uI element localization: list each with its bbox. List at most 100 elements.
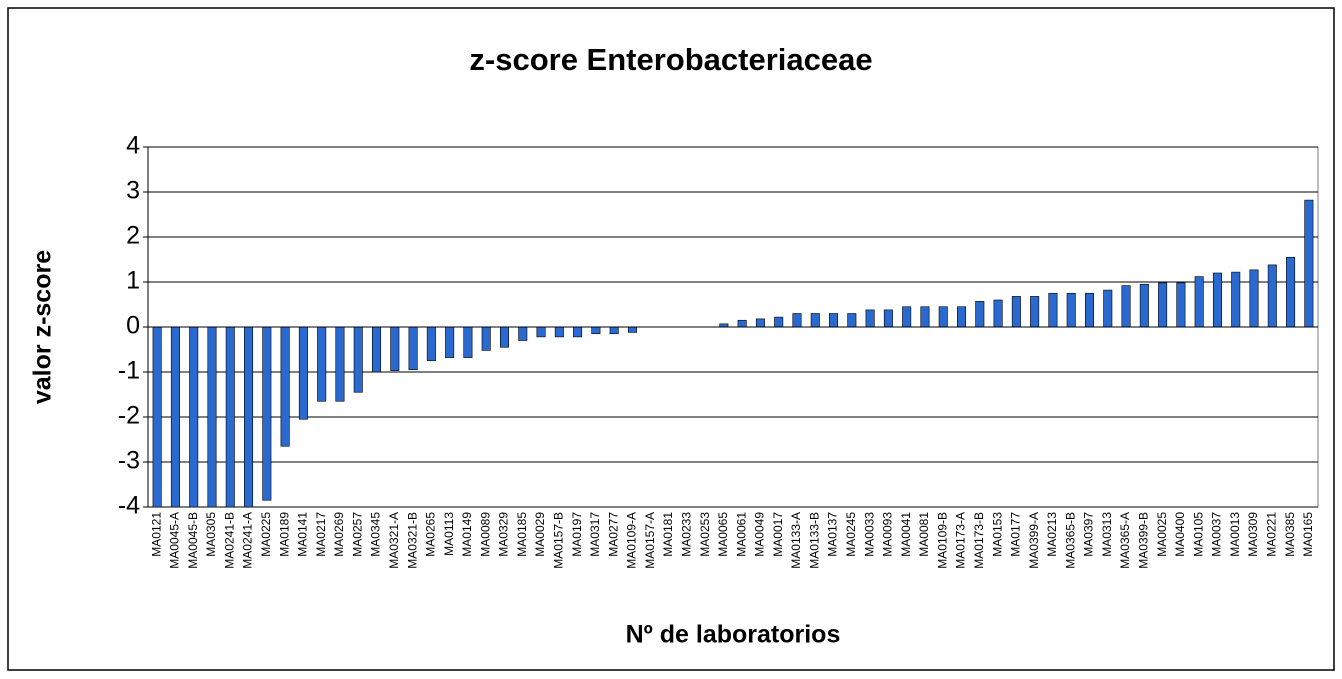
bar	[1030, 296, 1040, 328]
x-tick-label: MA0329	[497, 512, 511, 557]
x-tick-label: MA0365-B	[1063, 512, 1077, 569]
x-tick-label: MA0157-A	[643, 512, 657, 569]
x-tick-label: MA0177	[1009, 512, 1023, 557]
bar	[1194, 276, 1204, 328]
bar	[1267, 264, 1277, 328]
bar	[993, 299, 1003, 328]
bar	[426, 326, 436, 362]
bar	[1066, 292, 1076, 328]
x-tick-label: MA0025	[1155, 512, 1169, 557]
bar	[353, 326, 363, 393]
bar	[1158, 282, 1168, 328]
bar	[737, 319, 747, 328]
bar	[1304, 199, 1314, 328]
bar	[207, 326, 217, 508]
x-tick-label: MA0061	[734, 512, 748, 557]
x-tick-label: MA0400	[1173, 512, 1187, 557]
x-tick-label: MA0133-B	[807, 512, 821, 569]
x-tick-label: MA0269	[332, 512, 346, 557]
bar	[1103, 289, 1113, 328]
x-tick-label: MA0065	[716, 512, 730, 557]
x-tick-label: MA0321-B	[405, 512, 419, 569]
bar	[408, 326, 418, 371]
bar	[573, 326, 583, 338]
x-tick-label: MA0045-A	[168, 512, 182, 569]
x-tick-label: MA0221	[1264, 512, 1278, 557]
bar	[1176, 282, 1186, 328]
bar	[957, 306, 967, 328]
bar	[609, 326, 619, 335]
x-tick-label: MA0033	[862, 512, 876, 557]
bar	[445, 326, 455, 358]
bar	[829, 313, 839, 328]
bar	[865, 309, 875, 328]
x-tick-label: MA0265	[424, 512, 438, 557]
x-tick-label: MA0089	[478, 512, 492, 557]
bar	[1048, 292, 1058, 328]
x-tick-label: MA0121	[149, 512, 163, 557]
y-tick-label: -4	[118, 492, 140, 520]
x-tick-label: MA0399-B	[1137, 512, 1151, 569]
x-axis-label: Nº de laboratorios	[626, 621, 841, 649]
y-tick-label: 3	[126, 177, 140, 205]
x-tick-label: MA0365-A	[1118, 512, 1132, 569]
bar	[518, 326, 528, 341]
bar	[755, 318, 765, 328]
x-tick-label: MA0013	[1228, 512, 1242, 557]
bar	[1286, 256, 1296, 328]
x-tick-label: MA0257	[350, 512, 364, 557]
bar	[902, 306, 912, 328]
x-tick-label: MA0137	[826, 512, 840, 557]
bar	[262, 326, 272, 501]
x-tick-label: MA0245	[844, 512, 858, 557]
x-tick-label: MA0041	[899, 512, 913, 557]
x-tick-label: MA0037	[1210, 512, 1224, 557]
bar	[591, 326, 601, 335]
bar	[298, 326, 308, 420]
x-tick-label: MA0225	[259, 512, 273, 557]
y-tick-label: 1	[126, 267, 140, 295]
y-tick-label: 2	[126, 222, 140, 250]
x-tick-label: MA0397	[1082, 512, 1096, 557]
x-tick-label: MA0305	[204, 512, 218, 557]
y-tick-label: -2	[118, 402, 140, 430]
bar	[372, 326, 382, 373]
x-tick-label: MA0309	[1246, 512, 1260, 557]
y-tick-label: -3	[118, 447, 140, 475]
bar	[1231, 271, 1241, 328]
x-tick-label: MA0277	[606, 512, 620, 557]
bar	[810, 313, 820, 328]
x-tick-label: MA0321-A	[387, 512, 401, 569]
bar	[792, 313, 802, 328]
x-tick-label: MA0017	[771, 512, 785, 557]
bar	[920, 306, 930, 328]
bar	[481, 326, 491, 351]
x-tick-label: MA0109-A	[625, 512, 639, 569]
bar	[1011, 296, 1021, 328]
x-tick-label: MA0141	[296, 512, 310, 557]
x-tick-label: MA0173-A	[954, 512, 968, 569]
x-tick-label: MA0233	[679, 512, 693, 557]
bar	[774, 316, 784, 328]
x-tick-label: MA0181	[661, 512, 675, 557]
x-tick-label: MA0345	[369, 512, 383, 557]
x-tick-label: MA0105	[1191, 512, 1205, 557]
x-tick-label: MA0241-A	[241, 512, 255, 569]
x-tick-label: MA0133-A	[789, 512, 803, 569]
bar	[1139, 283, 1149, 328]
bar	[1121, 285, 1131, 328]
bar	[390, 326, 400, 371]
x-tick-label: MA0217	[314, 512, 328, 557]
bar	[244, 326, 254, 508]
x-tick-label: MA0165	[1301, 512, 1315, 557]
bar	[938, 306, 948, 328]
bar	[152, 326, 162, 508]
bar	[225, 326, 235, 508]
x-tick-label: MA0185	[515, 512, 529, 557]
x-tick-label: MA0213	[1045, 512, 1059, 557]
y-tick-label: -1	[118, 357, 140, 385]
x-tick-label: MA0241-B	[222, 512, 236, 569]
x-tick-label: MA0157-B	[552, 512, 566, 569]
bar	[499, 326, 509, 348]
